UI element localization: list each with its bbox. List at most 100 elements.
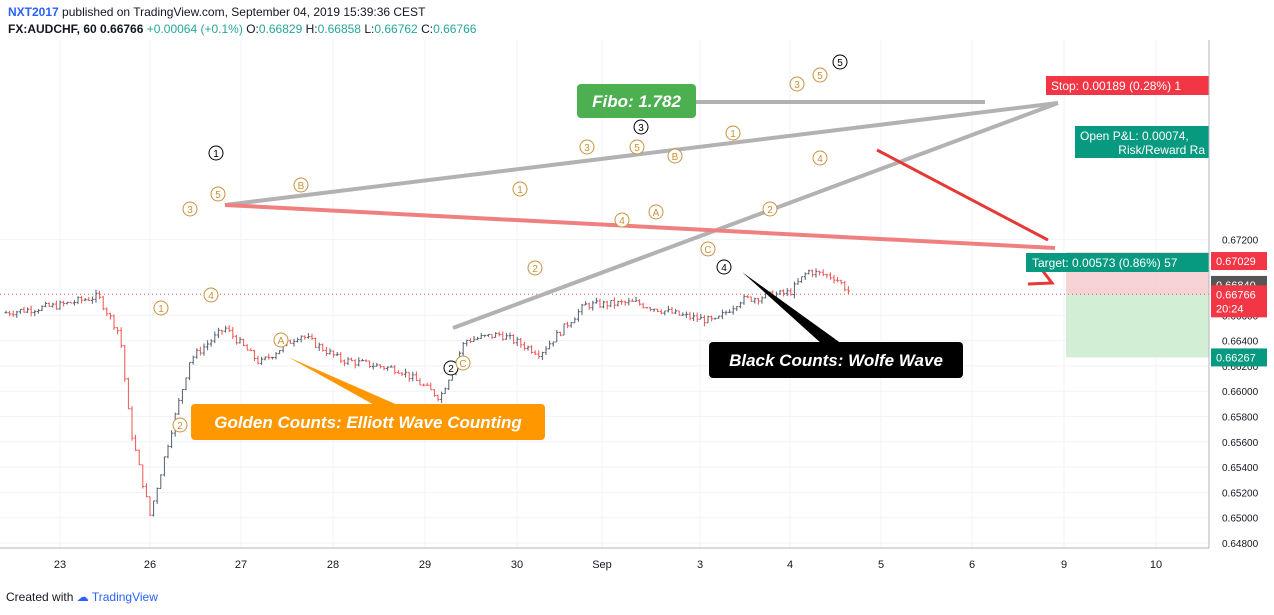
wolfe-count-marker	[633, 119, 649, 135]
black-callout-pointer	[742, 272, 842, 344]
elliott-count-label: 1	[158, 304, 164, 315]
fibo-callout-text: Fibo: 1.782	[592, 92, 681, 111]
ohlc-line: FX:AUDCHF, 60 0.66766 +0.00064 (+0.1%) O…	[8, 22, 476, 36]
price-axis-label-box	[1211, 252, 1267, 271]
wolfe-count-label: 2	[448, 364, 454, 375]
elliott-count-marker	[629, 139, 645, 155]
x-tick-label: Sep	[592, 559, 612, 571]
elliott-count-label: C	[459, 359, 466, 370]
golden-callout-box	[191, 404, 545, 440]
wolfe-count-marker	[716, 259, 732, 275]
pnl-label: Open P&L: 0.00074,	[1080, 129, 1189, 143]
y-tick-label: 0.67200	[1222, 235, 1259, 246]
golden-callout-text: Golden Counts: Elliott Wave Counting	[214, 413, 522, 432]
stop-label-box	[1046, 76, 1209, 95]
y-tick-label: 0.65000	[1222, 514, 1259, 525]
low-label: L:	[364, 22, 375, 36]
y-tick-label: 0.65200	[1222, 488, 1259, 499]
wolfe-count-label: 1	[213, 149, 219, 160]
y-tick-label: 0.65400	[1222, 463, 1259, 474]
elliott-count-label: 3	[584, 143, 590, 154]
elliott-count-marker	[579, 139, 595, 155]
author-name[interactable]: NXT2017	[8, 5, 59, 19]
x-tick-label: 5	[878, 559, 884, 571]
x-tick-label: 4	[787, 559, 793, 571]
last-price: 0.66766	[100, 22, 144, 36]
x-tick-label: 27	[235, 559, 247, 571]
x-tick-label: 9	[1061, 559, 1067, 571]
black-callout-text: Black Counts: Wolfe Wave	[729, 351, 943, 370]
golden-callout-pointer	[288, 357, 400, 406]
projection-arrow	[876, 148, 1049, 242]
elliott-count-marker	[182, 201, 198, 217]
wolfe-count-label: 4	[721, 263, 727, 274]
candles	[4, 268, 850, 517]
elliott-count-label: 2	[767, 205, 773, 216]
x-tick-label: 29	[419, 559, 431, 571]
pnl-label-box	[1075, 126, 1209, 158]
price-axis-label: 0.67029	[1216, 256, 1256, 268]
elliott-count-label: 4	[619, 216, 625, 227]
y-tick-label: 0.66000	[1222, 387, 1259, 398]
elliott-count-marker	[700, 241, 716, 257]
elliott-count-label: 2	[532, 264, 538, 275]
x-tick-label: 26	[144, 559, 156, 571]
elliott-count-marker	[725, 125, 741, 141]
publish-info: NXT2017 published on TradingView.com, Se…	[8, 5, 425, 19]
elliott-count-marker	[527, 260, 543, 276]
y-tick-label: 0.64800	[1222, 539, 1259, 550]
symbol-label: FX:AUDCHF, 60	[8, 22, 97, 36]
elliott-count-label: C	[704, 245, 711, 256]
elliott-count-marker	[293, 177, 309, 193]
elliott-count-label: B	[672, 152, 679, 163]
fibo-callout-box	[577, 84, 696, 118]
price-axis-label: 0.66267	[1216, 352, 1256, 364]
elliott-count-label: A	[278, 336, 285, 347]
created-with-text: Created with	[6, 590, 74, 604]
y-tick-label: 0.65800	[1222, 413, 1259, 424]
x-tick-label: 3	[697, 559, 703, 571]
wolfe-count-label: 5	[837, 58, 843, 69]
price-axis-label-box	[1211, 285, 1267, 304]
elliott-count-marker	[762, 201, 778, 217]
x-tick-label: 6	[969, 559, 975, 571]
low-value: 0.66762	[374, 22, 418, 36]
elliott-count-marker	[812, 67, 828, 83]
black-callout-box	[709, 342, 963, 378]
elliott-count-marker	[210, 186, 226, 202]
footer: Created with ☁ TradingView	[6, 590, 158, 604]
wolfe-count-marker	[208, 145, 224, 161]
elliott-count-marker	[614, 212, 630, 228]
elliott-count-label: 5	[817, 71, 823, 82]
high-label: H:	[305, 22, 318, 36]
callouts: Fibo: 1.782 Black Counts: Wolfe Wave Golde…	[191, 76, 1209, 440]
close-label: C:	[421, 22, 434, 36]
wolfe-upper-line	[224, 101, 1059, 207]
x-tick-label: 23	[54, 559, 66, 571]
chart-header: NXT2017 published on TradingView.com, Se…	[0, 0, 1274, 40]
elliott-count-marker	[648, 204, 664, 220]
elliott-count-marker	[203, 287, 219, 303]
elliott-count-label: 1	[517, 185, 523, 196]
price-axis-label: 20:24	[1216, 303, 1244, 315]
price-axis-label-box	[1211, 299, 1267, 318]
elliott-count-label: 4	[208, 291, 214, 302]
target-label: Target: 0.00573 (0.86%) 57	[1032, 256, 1178, 270]
elliott-count-marker	[153, 300, 169, 316]
y-tick-label: 0.66200	[1222, 362, 1259, 373]
trend-lines	[224, 100, 1059, 330]
axes: 232627282930Sep34569100.672000.668000.66…	[0, 40, 1267, 571]
tradingview-brand[interactable]: TradingView	[91, 590, 158, 604]
y-tick-label: 0.65600	[1222, 438, 1259, 449]
x-tick-label: 28	[327, 559, 339, 571]
high-value: 0.66858	[317, 22, 361, 36]
target-line	[224, 203, 1056, 250]
close-value: 0.66766	[433, 22, 477, 36]
y-tick-label: 0.66400	[1222, 337, 1259, 348]
change-value: +0.00064 (+0.1%)	[146, 22, 243, 36]
risk-reward-label: Risk/Reward Ra	[1118, 143, 1205, 157]
elliott-count-marker	[812, 150, 828, 166]
price-axis-label-box	[1211, 348, 1267, 367]
wolfe-count-label: 3	[638, 123, 644, 134]
